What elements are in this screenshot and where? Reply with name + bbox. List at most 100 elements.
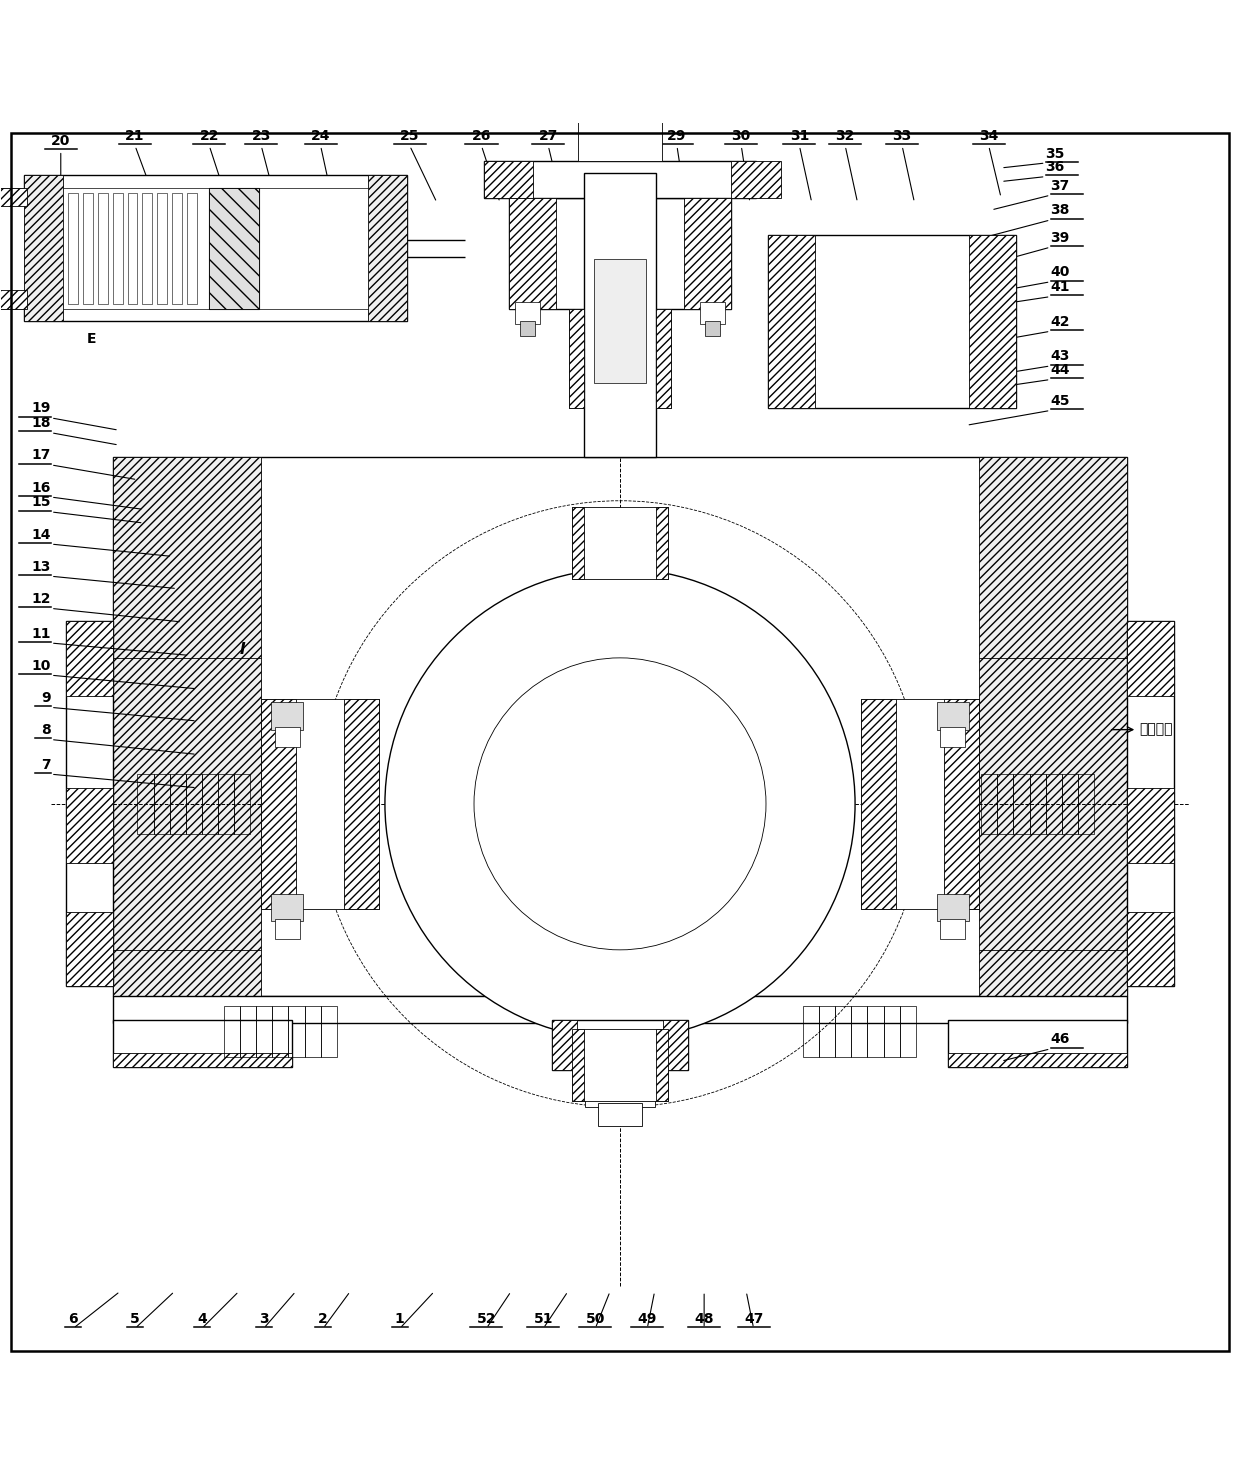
- Bar: [569, 309, 671, 408]
- Bar: [656, 309, 671, 408]
- Text: 8: 8: [41, 723, 51, 738]
- Bar: [944, 699, 978, 910]
- Bar: [113, 193, 123, 304]
- Bar: [1127, 622, 1174, 696]
- Text: 19: 19: [31, 401, 51, 416]
- Bar: [1013, 775, 1029, 834]
- Text: 28: 28: [608, 129, 627, 142]
- Bar: [663, 1021, 688, 1070]
- Bar: [725, 86, 775, 117]
- Bar: [936, 895, 968, 922]
- Bar: [113, 457, 1127, 996]
- Bar: [997, 775, 1013, 834]
- Bar: [273, 1006, 289, 1058]
- Bar: [572, 1028, 668, 1101]
- Bar: [706, 322, 720, 337]
- Bar: [24, 175, 407, 322]
- Bar: [113, 1021, 293, 1067]
- Text: 31: 31: [790, 129, 808, 142]
- Bar: [275, 919, 300, 939]
- Text: 41: 41: [1050, 280, 1070, 294]
- Bar: [257, 1006, 273, 1058]
- Bar: [978, 457, 1127, 996]
- Bar: [868, 1006, 884, 1058]
- Bar: [68, 193, 78, 304]
- Bar: [732, 160, 781, 197]
- Text: 44: 44: [1050, 364, 1070, 377]
- Bar: [202, 775, 218, 834]
- Bar: [1127, 622, 1174, 987]
- Bar: [947, 1052, 1127, 1067]
- Bar: [884, 1006, 899, 1058]
- Text: E: E: [87, 331, 97, 346]
- Bar: [367, 175, 407, 322]
- Text: I: I: [239, 641, 246, 657]
- Bar: [66, 622, 113, 696]
- Bar: [508, 197, 556, 309]
- Text: 5: 5: [130, 1312, 140, 1327]
- Bar: [66, 913, 113, 987]
- Text: 38: 38: [1050, 203, 1070, 218]
- Text: 2: 2: [319, 1312, 327, 1327]
- Bar: [852, 1006, 868, 1058]
- Text: 18: 18: [31, 416, 51, 430]
- Text: 33: 33: [893, 129, 911, 142]
- Text: 介质方向: 介质方向: [1140, 723, 1173, 736]
- Text: 14: 14: [31, 528, 51, 542]
- Bar: [66, 788, 113, 862]
- Bar: [272, 895, 304, 922]
- Bar: [262, 699, 378, 910]
- Text: 6: 6: [68, 1312, 78, 1327]
- Bar: [584, 172, 656, 457]
- Bar: [172, 193, 182, 304]
- Bar: [804, 1006, 820, 1058]
- Text: 51: 51: [533, 1312, 553, 1327]
- Bar: [552, 1021, 577, 1070]
- Bar: [594, 260, 646, 383]
- Text: 10: 10: [31, 659, 51, 672]
- Bar: [224, 1006, 241, 1058]
- Text: 22: 22: [200, 129, 219, 142]
- Bar: [899, 1006, 915, 1058]
- Bar: [113, 996, 1127, 1022]
- Text: 25: 25: [401, 129, 419, 142]
- Text: 42: 42: [1050, 315, 1070, 329]
- Bar: [234, 775, 250, 834]
- Text: 36: 36: [1045, 160, 1065, 174]
- Bar: [656, 1028, 668, 1101]
- Text: 43: 43: [1050, 349, 1070, 364]
- Bar: [947, 1021, 1127, 1067]
- Text: 46: 46: [1050, 1033, 1070, 1046]
- Bar: [241, 1006, 257, 1058]
- Text: 1: 1: [394, 1312, 404, 1327]
- Bar: [940, 727, 965, 746]
- Text: 17: 17: [31, 448, 51, 463]
- Bar: [578, 111, 662, 160]
- Text: 39: 39: [1050, 230, 1070, 245]
- Bar: [305, 1006, 321, 1058]
- Bar: [128, 193, 138, 304]
- Bar: [836, 1006, 852, 1058]
- Bar: [1078, 775, 1094, 834]
- Bar: [210, 187, 259, 309]
- Text: 32: 32: [836, 129, 854, 142]
- Bar: [275, 727, 300, 746]
- Text: 50: 50: [585, 1312, 605, 1327]
- Text: 30: 30: [732, 129, 751, 142]
- Text: A: A: [36, 264, 48, 279]
- Bar: [569, 309, 584, 408]
- Bar: [343, 699, 378, 910]
- Text: 11: 11: [31, 626, 51, 641]
- Bar: [936, 702, 968, 730]
- Bar: [656, 508, 668, 579]
- Bar: [515, 301, 539, 324]
- Text: 7: 7: [41, 758, 51, 772]
- Bar: [572, 508, 584, 579]
- Bar: [218, 775, 234, 834]
- Text: A: A: [818, 264, 831, 279]
- Bar: [66, 622, 113, 987]
- Text: 26: 26: [471, 129, 491, 142]
- Text: 15: 15: [31, 496, 51, 509]
- Text: 49: 49: [637, 1312, 657, 1327]
- Bar: [143, 193, 153, 304]
